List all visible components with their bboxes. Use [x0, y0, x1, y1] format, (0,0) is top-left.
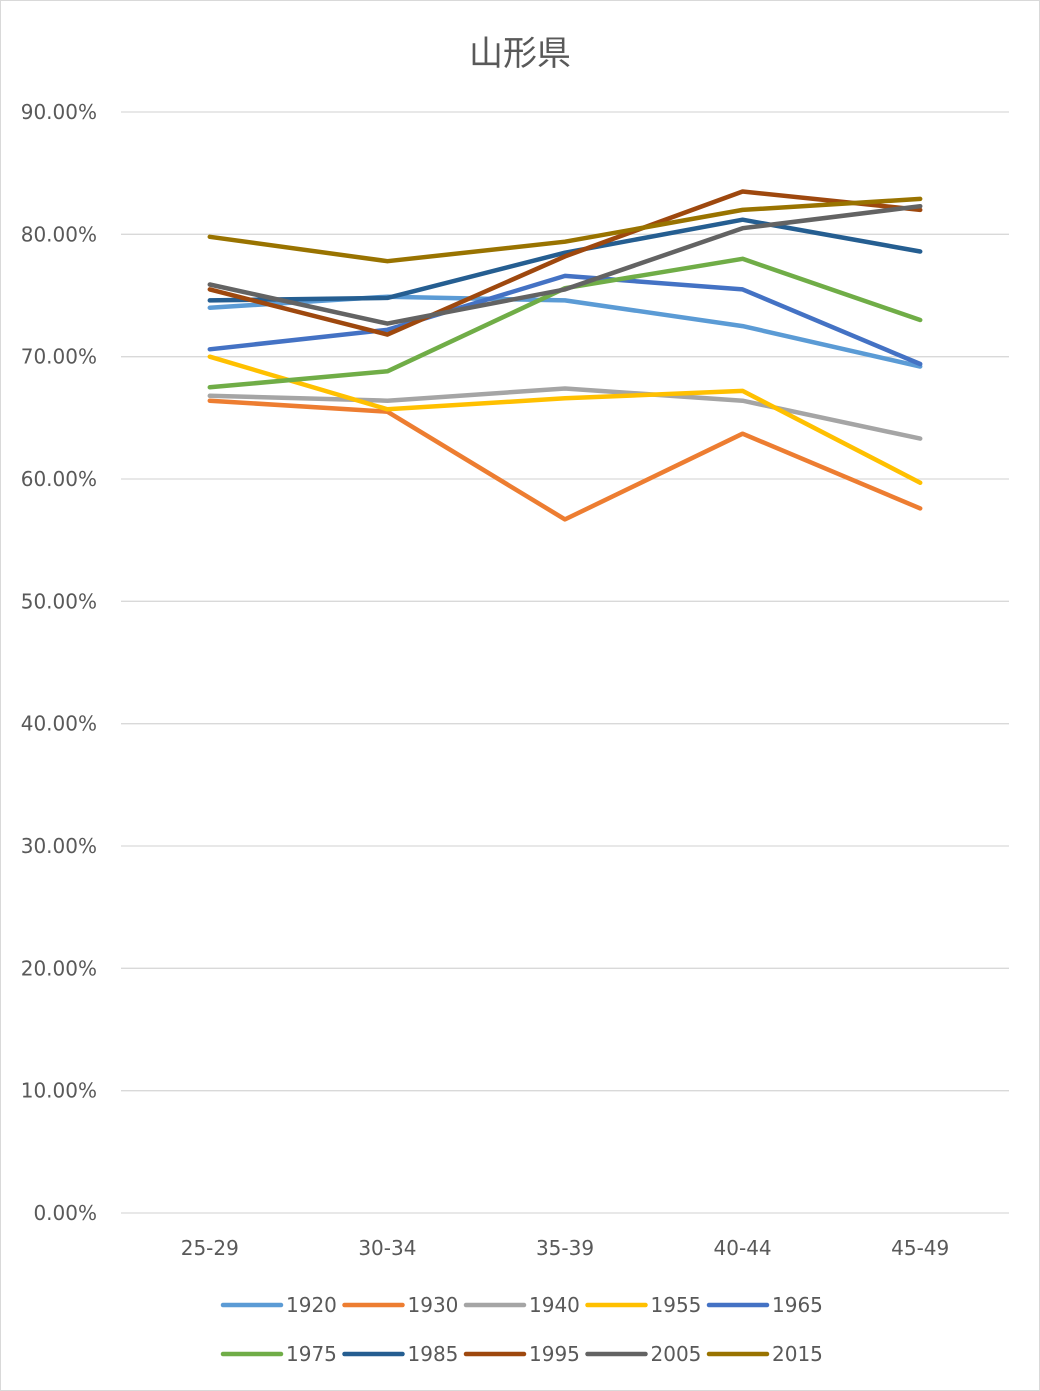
series-line-1965: [207, 273, 923, 367]
legend-label: 1940: [529, 1293, 580, 1317]
y-tick-label: 0.00%: [33, 1201, 97, 1225]
chart-title: 山形県: [469, 34, 571, 74]
series-line-1955: [207, 354, 923, 485]
gridlines: [121, 111, 1009, 1214]
series-line-1985: [207, 217, 923, 303]
y-tick-label: 50.00%: [21, 589, 97, 613]
x-tick-label: 45-49: [891, 1236, 949, 1260]
legend-label: 1965: [772, 1293, 823, 1317]
series-line-2005: [207, 203, 923, 326]
y-tick-label: 40.00%: [21, 712, 97, 736]
legend-label: 1985: [408, 1342, 459, 1366]
series-line-1995: [207, 189, 923, 337]
y-tick-label: 90.00%: [21, 100, 97, 124]
x-tick-label: 30-34: [358, 1236, 416, 1260]
x-axis-ticks: 25-29 30-34 35-39 40-44 45-49: [181, 1236, 950, 1260]
series-lines: [207, 189, 923, 522]
legend-label: 1955: [651, 1293, 702, 1317]
legend-label: 1930: [408, 1293, 459, 1317]
y-tick-label: 70.00%: [21, 345, 97, 369]
x-tick-label: 35-39: [536, 1236, 594, 1260]
legend-label: 1920: [286, 1293, 337, 1317]
y-axis-ticks: 0.00% 10.00% 20.00% 30.00% 40.00% 50.00% 60.00…: [21, 100, 97, 1225]
y-tick-label: 30.00%: [21, 834, 97, 858]
legend-label: 1995: [529, 1342, 580, 1366]
y-tick-label: 10.00%: [21, 1079, 97, 1103]
x-tick-label: 25-29: [181, 1236, 239, 1260]
legend: 1920 1930 1940 1955 1965 1975 1985 1995 2005 2015: [220, 1293, 823, 1366]
x-tick-label: 40-44: [714, 1236, 772, 1260]
y-tick-label: 20.00%: [21, 956, 97, 980]
legend-label: 1975: [286, 1342, 337, 1366]
legend-label: 2005: [651, 1342, 702, 1366]
series-line-1940: [207, 386, 923, 441]
y-tick-label: 60.00%: [21, 467, 97, 491]
series-line-1930: [207, 398, 923, 522]
y-tick-label: 80.00%: [21, 222, 97, 246]
series-line-2015: [207, 196, 923, 264]
legend-label: 2015: [772, 1342, 823, 1366]
